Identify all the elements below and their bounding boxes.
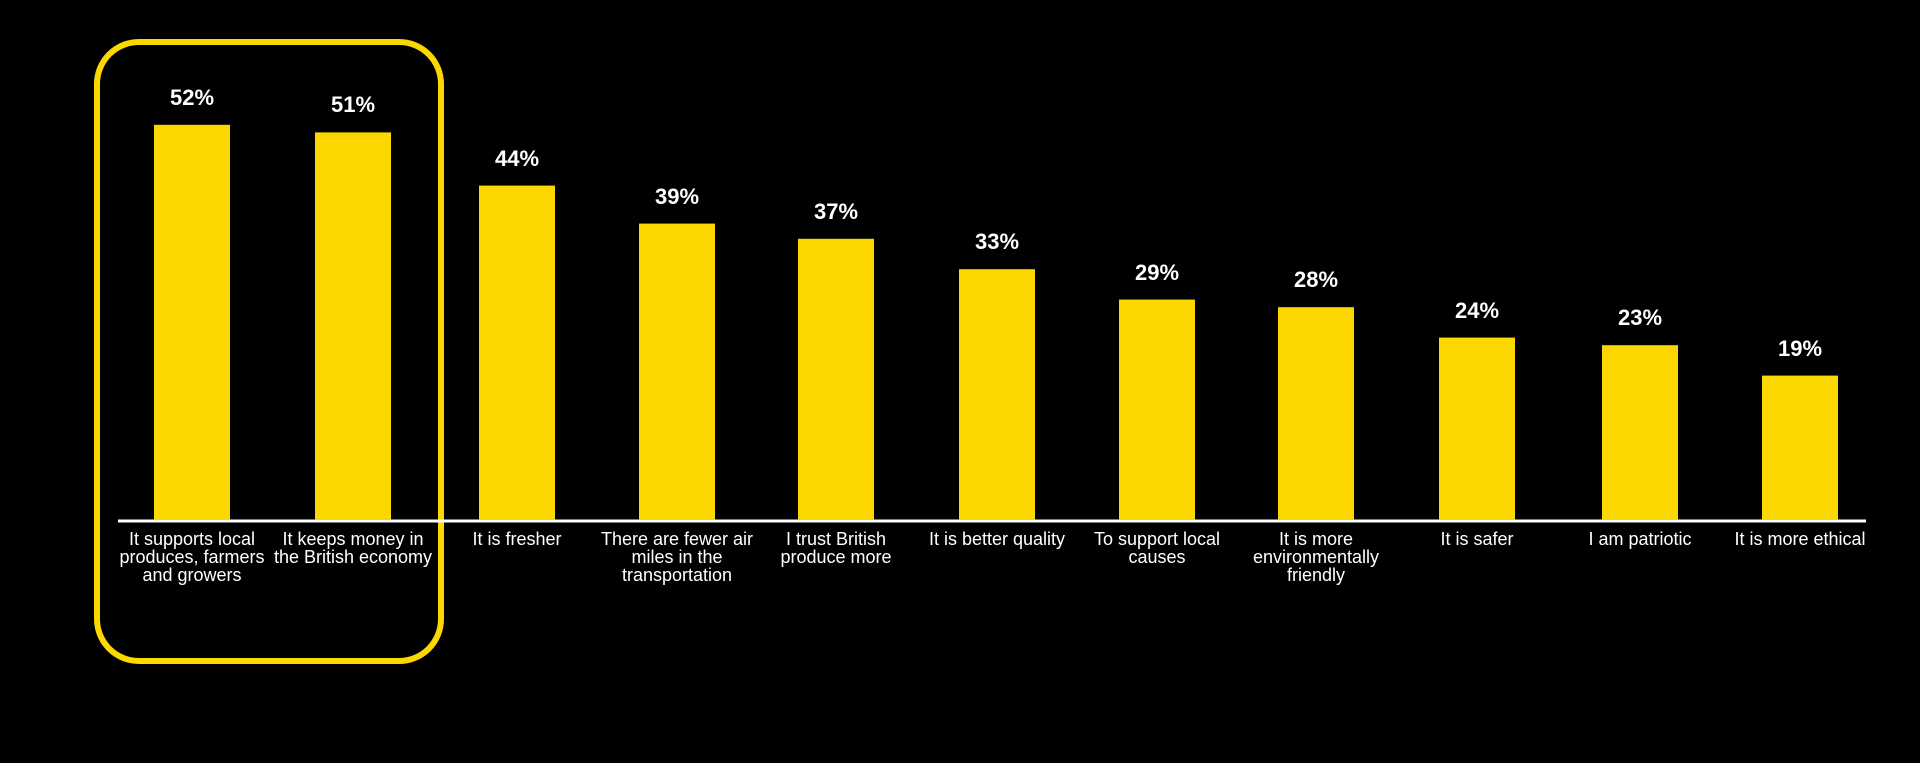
value-label: 28% — [1293, 267, 1339, 293]
bar — [154, 124, 230, 521]
x-tick-label: It supports local produces, farmers and … — [119, 529, 265, 585]
value-label: 44% — [494, 145, 540, 171]
x-tick-label: It is better quality — [928, 529, 1066, 549]
bar — [959, 269, 1035, 520]
value-label: 33% — [974, 229, 1020, 255]
bar — [798, 238, 874, 521]
bar — [639, 223, 715, 520]
bar — [1602, 345, 1678, 520]
x-tick-label: It is safer — [1440, 529, 1514, 549]
value-label: 39% — [654, 183, 700, 209]
x-tick-label: I am patriotic — [1588, 529, 1692, 549]
value-label: 19% — [1777, 335, 1823, 361]
x-tick-label: It is more environmentally friendly — [1252, 529, 1380, 585]
x-tick-label: It is more ethical — [1734, 529, 1866, 549]
bar — [1762, 375, 1838, 520]
bar — [479, 185, 555, 520]
value-label: 52% — [169, 84, 215, 110]
value-label: 37% — [813, 198, 859, 224]
value-label: 29% — [1134, 259, 1180, 285]
bar — [1278, 307, 1354, 520]
value-label: 51% — [330, 92, 376, 118]
x-tick-label: It is fresher — [472, 529, 562, 549]
bar — [1439, 337, 1515, 520]
value-label: 24% — [1454, 297, 1500, 323]
value-label: 23% — [1617, 305, 1663, 331]
x-tick-label: It keeps money in the British economy — [273, 529, 433, 567]
highlight-box — [94, 39, 444, 664]
x-tick-label: There are fewer air miles in the transpo… — [600, 529, 754, 585]
x-tick-label: To support local causes — [1093, 529, 1221, 567]
bar — [315, 132, 391, 520]
x-tick-label: I trust British produce more — [780, 529, 892, 567]
bar — [1119, 299, 1195, 520]
